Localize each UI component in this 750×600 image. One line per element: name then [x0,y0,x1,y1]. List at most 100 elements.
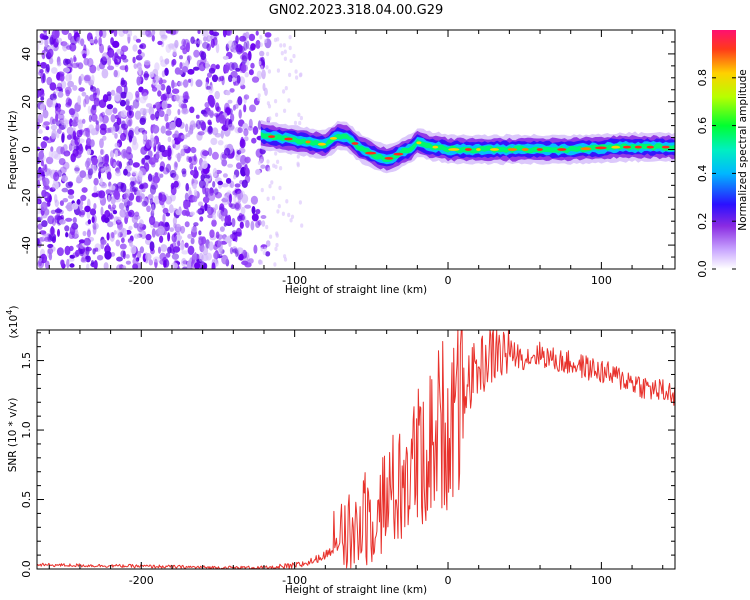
spectrogram-noise-speck [188,187,192,195]
spectrogram-noise-speck [149,137,157,148]
spectrogram-noise-speck [123,84,128,95]
spectrogram-track-peak [490,148,499,151]
spectrogram-noise-speck [159,110,165,118]
spectrogram-noise-speck [175,117,182,128]
spectrogram-noise-speck [98,190,106,199]
spectrogram-noise-speck [106,91,112,96]
spectrogram-noise-speck [273,262,277,267]
spectrogram-noise-speck [255,208,261,215]
spectrogram-noise-speck [56,128,62,135]
spectrogram-noise-speck [121,45,129,52]
spectrogram-noise-speck [294,69,298,74]
spectrogram-noise-speck [227,40,235,50]
spectrogram-noise-speck [228,123,235,132]
spectrogram-noise-speck [39,103,46,111]
spectrogram-noise-speck [200,174,205,182]
spectrogram-noise-speck [90,106,97,115]
spectrogram-noise-speck [50,209,57,215]
spectrogram-noise-speck [122,152,130,158]
spectrogram-noise-speck [65,181,73,189]
spectrogram-noise-speck [114,190,121,200]
spectrogram-noise-speck [49,93,57,101]
spectrogram-noise-speck [93,177,99,186]
spectrogram-noise-speck [182,144,189,150]
spectrogram-noise-speck [164,67,169,76]
snr-x-axis-label: Height of straight line (km) [285,584,427,596]
spectrogram-noise-speck [120,80,126,85]
spectrogram-noise-speck [104,155,109,165]
spectrogram-noise-speck [161,79,167,84]
spectrogram-track-peak [268,135,276,139]
spectrogram-noise-speck [67,98,73,106]
spectrogram-noise-speck [257,96,261,102]
spectrogram-noise-speck [224,236,231,244]
spectrogram-noise-speck [266,159,270,164]
spectrogram-noise-speck [109,150,115,159]
spectrogram-noise-speck [166,85,172,95]
spectrogram-noise-speck [211,74,219,83]
spectrogram-noise-speck [228,203,233,208]
spectrogram-noise-speck [198,64,205,71]
spectrogram-noise-speck [101,68,109,79]
spectrogram-noise-speck [261,70,266,75]
spectrogram-noise-speck [259,158,264,164]
snr-y-tick-label: 0.5 [20,491,33,509]
spectrogram-noise-speck [235,43,243,53]
spectrogram-noise-speck [213,188,219,195]
spectrogram-noise-speck [225,90,231,96]
spectrogram-noise-speck [110,89,116,96]
spectrogram-noise-speck [96,65,101,71]
spectrogram-noise-speck [38,71,42,76]
spectrogram-noise-speck [81,91,87,97]
spectrogram-noise-speck [99,43,104,54]
spectrogram-noise-speck [145,233,152,241]
spectrogram-noise-speck [183,199,190,210]
spectrogram-noise-speck [78,87,85,92]
spectrogram-noise-speck [74,167,80,172]
spectrogram-noise-speck [234,201,242,211]
spectrogram-noise-speck [135,90,140,98]
spectrogram-noise-speck [98,116,103,124]
spectrogram-noise-speck [57,82,63,91]
spectrogram-noise-speck [123,192,129,199]
spectrogram-x-axis-label: Height of straight line (km) [285,284,427,296]
spectrogram-noise-speck [243,104,247,113]
spectrogram-noise-speck [47,215,55,225]
spectrogram-noise-speck [152,104,156,109]
colorbar-tick-label: 0.2 [696,212,709,230]
spectrogram-noise-speck [136,250,142,259]
spectrogram-noise-speck [49,116,54,126]
spectrogram-noise-speck [99,138,104,149]
spectrogram-noise-speck [61,30,69,35]
spectrogram-noise-speck [45,168,52,176]
spectrogram-noise-speck [83,57,90,66]
spectrogram-noise-speck [50,124,58,131]
spectrogram-noise-speck [159,161,165,170]
spectrogram-noise-speck [159,173,164,178]
spectrogram-noise-speck [267,167,271,172]
spectrogram-noise-speck [187,68,195,75]
spectrogram-noise-speck [107,194,111,203]
spectrogram-noise-speck [284,86,288,91]
spectrogram-noise-speck [154,111,160,120]
spectrogram-noise-speck [95,123,100,132]
spectrogram-noise-speck [197,201,204,207]
spectrogram-noise-speck [164,113,169,122]
spectrogram-noise-speck [142,108,147,118]
spectrogram-noise-speck [271,195,276,201]
spectrogram-noise-speck [211,219,217,227]
spectrogram-track-peak [536,148,543,151]
spectrogram-noise-speck [241,179,248,188]
spectrogram-noise-speck [107,56,112,67]
spectrogram-noise-speck [56,72,61,81]
spectrogram-noise-speck [289,58,293,63]
spectrogram-noise-speck [169,227,175,233]
spectrogram-noise-speck [44,236,51,242]
spectrogram-noise-speck [250,220,255,231]
spectrogram-noise-speck [82,53,87,59]
spectrogram-noise-speck [136,76,141,86]
spectrogram-noise-speck [60,259,65,267]
spectrogram-noise-speck [135,173,143,182]
spectrogram-noise-speck [198,230,202,236]
spectrogram-noise-speck [207,125,214,135]
